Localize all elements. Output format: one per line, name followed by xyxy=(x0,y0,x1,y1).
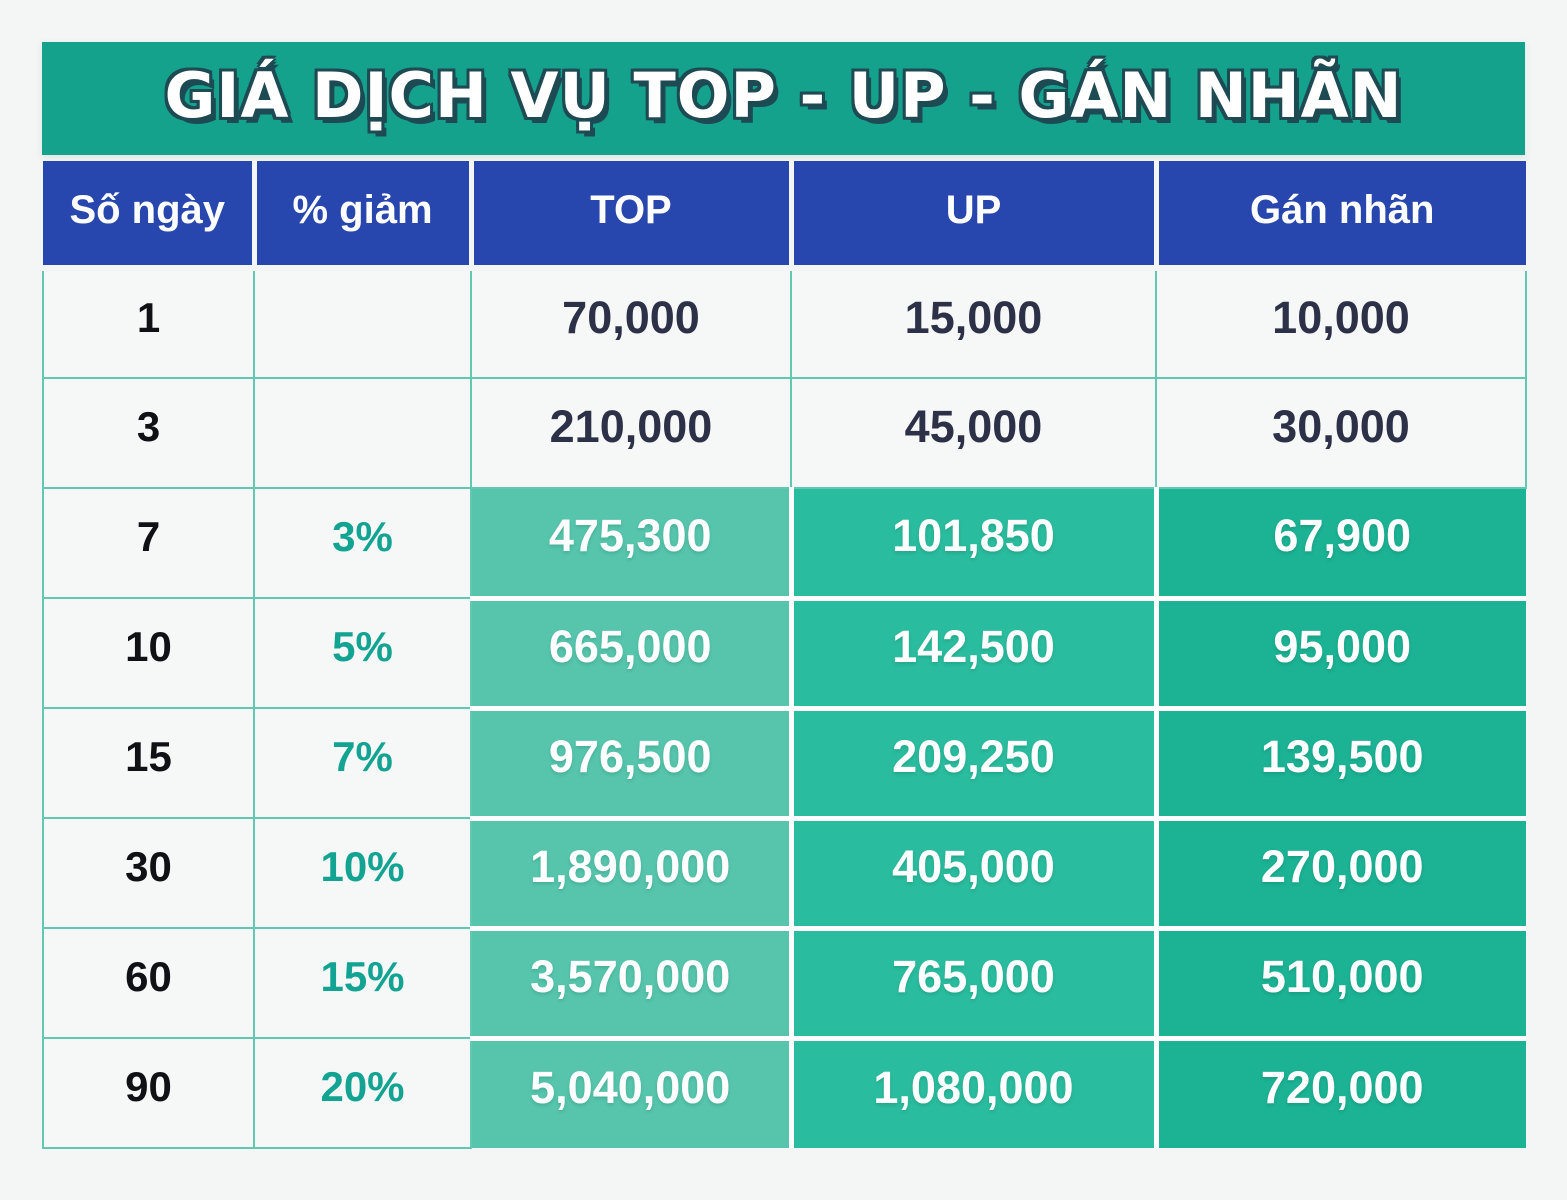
cell-top: 5,040,000 xyxy=(471,1035,791,1148)
cell-days: 30 xyxy=(42,817,255,929)
cell-label: 270,000 xyxy=(1153,815,1526,928)
column-header-discount: % giảm xyxy=(251,161,471,271)
cell-label: 30,000 xyxy=(1155,377,1527,489)
table-row: 1 70,000 15,000 10,000 xyxy=(42,267,1527,379)
cell-up: 405,000 xyxy=(788,815,1156,928)
cell-discount: 15% xyxy=(253,927,472,1039)
cell-discount: 10% xyxy=(253,817,472,929)
cell-discount xyxy=(253,267,472,379)
cell-days: 60 xyxy=(42,927,255,1039)
cell-label: 720,000 xyxy=(1153,1035,1526,1148)
cell-days: 1 xyxy=(42,267,255,379)
table-row: 15 7% 976,500 209,250 139,500 xyxy=(42,705,1526,819)
cell-up: 142,500 xyxy=(788,595,1156,708)
cell-discount: 20% xyxy=(253,1037,472,1149)
cell-top: 70,000 xyxy=(470,267,792,379)
cell-label: 95,000 xyxy=(1153,595,1526,708)
cell-up: 1,080,000 xyxy=(788,1035,1156,1148)
cell-top: 210,000 xyxy=(470,377,792,489)
table-row: 3 210,000 45,000 30,000 xyxy=(42,377,1527,489)
cell-label: 510,000 xyxy=(1153,925,1526,1038)
table-row: 30 10% 1,890,000 405,000 270,000 xyxy=(42,815,1526,929)
cell-up: 209,250 xyxy=(788,705,1156,818)
column-header-top: TOP xyxy=(468,161,791,271)
table-row: 10 5% 665,000 142,500 95,000 xyxy=(42,595,1526,709)
cell-days: 90 xyxy=(42,1037,255,1149)
cell-discount: 3% xyxy=(253,487,472,599)
cell-top: 1,890,000 xyxy=(471,815,791,928)
cell-top: 3,570,000 xyxy=(471,925,791,1038)
column-header-days: Số ngày xyxy=(43,161,254,271)
cell-label: 139,500 xyxy=(1153,705,1526,818)
table-row: 60 15% 3,570,000 765,000 510,000 xyxy=(42,925,1526,1039)
header-row: Số ngày% giảm TOP UP Gán nhãn xyxy=(43,161,1526,271)
cell-discount xyxy=(253,377,472,489)
cell-days: 7 xyxy=(42,487,255,599)
cell-top: 665,000 xyxy=(471,595,791,708)
cell-label: 67,900 xyxy=(1153,488,1526,598)
column-header-up: UP xyxy=(788,161,1156,271)
cell-days: 10 xyxy=(42,597,255,709)
cell-days: 15 xyxy=(42,707,255,819)
pricing-table: Số ngày% giảm TOP UP Gán nhãn 1 70,000 15,000… xyxy=(42,161,1527,1149)
cell-up: 15,000 xyxy=(790,267,1157,379)
cell-top: 475,300 xyxy=(471,488,791,598)
cell-up: 101,850 xyxy=(788,488,1156,598)
cell-discount: 5% xyxy=(253,597,472,709)
table-row: 90 20% 5,040,000 1,080,000 720,000 xyxy=(42,1035,1526,1149)
pricing-panel: GIÁ DỊCH VỤ TOP - UP - GÁN NHÃN Số ngày%… xyxy=(42,42,1527,1149)
page-title: GIÁ DỊCH VỤ TOP - UP - GÁN NHÃN xyxy=(164,59,1403,132)
cell-up: 45,000 xyxy=(790,377,1157,489)
cell-top: 976,500 xyxy=(471,705,791,818)
cell-discount: 7% xyxy=(253,707,472,819)
cell-label: 10,000 xyxy=(1155,267,1527,379)
table-row: 7 3% 475,300 101,850 67,900 xyxy=(42,487,1526,599)
cell-days: 3 xyxy=(42,377,255,489)
title-bar: GIÁ DỊCH VỤ TOP - UP - GÁN NHÃN xyxy=(42,42,1525,155)
cell-up: 765,000 xyxy=(788,925,1156,1038)
column-header-label: Gán nhãn xyxy=(1153,161,1526,271)
